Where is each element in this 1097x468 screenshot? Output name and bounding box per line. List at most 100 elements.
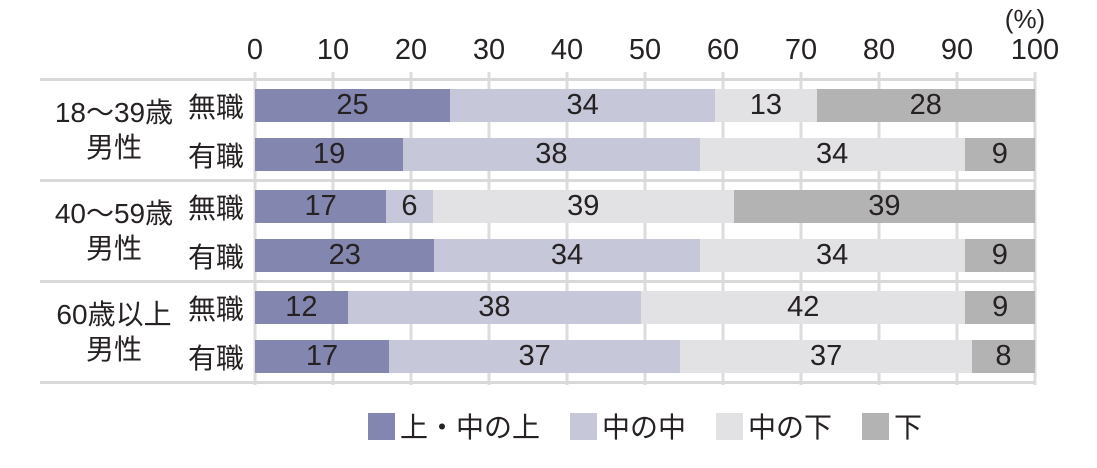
axis-tick-label: 100 — [1010, 34, 1060, 66]
bar-segment-value: 37 — [518, 340, 551, 372]
bar-segment: 34 — [699, 138, 965, 171]
axis-tick-label: 10 — [316, 34, 350, 66]
bar-segment-value: 17 — [304, 190, 337, 222]
group-label-line: 60歳以上 — [56, 299, 172, 330]
bar-segment: 19 — [255, 138, 404, 171]
legend-label: 中の中 — [601, 412, 686, 443]
legend-swatch — [716, 412, 743, 440]
bar-segment: 8 — [971, 340, 1035, 373]
bar-row-label: 有職 — [188, 342, 245, 374]
legend-swatch — [862, 412, 890, 440]
bar-segment: 34 — [434, 239, 700, 272]
bar-segment: 37 — [680, 340, 972, 373]
bar-segment: 12 — [255, 291, 348, 324]
bar-group: 60歳以上 男性 無職 12 38 42 9 有職 17 37 37 8 — [40, 280, 1035, 384]
bar-track: 23 34 34 9 — [255, 239, 1035, 272]
bar-segment-value: 38 — [478, 291, 511, 323]
bar-row-label: 有職 — [188, 140, 245, 172]
legend-item: 下 — [862, 406, 922, 446]
gridline — [331, 72, 335, 385]
group-label-line: 40〜59歳 — [54, 198, 174, 229]
bar-row-label: 無職 — [188, 192, 245, 224]
bar-segment-value: 28 — [909, 89, 942, 121]
bar-segment-value: 42 — [787, 291, 820, 323]
bar-segment-value: 9 — [991, 239, 1008, 271]
axis-tick-label: 30 — [472, 34, 506, 66]
legend-item: 上・中の上 — [367, 406, 540, 446]
bar-segment-value: 39 — [567, 190, 600, 222]
bar-segment: 38 — [347, 291, 642, 324]
bar-segment-value: 34 — [816, 239, 849, 271]
gridline — [955, 72, 959, 385]
bar-row-label: 有職 — [188, 241, 245, 273]
bar-segment-value: 38 — [535, 138, 568, 170]
legend-swatch — [367, 412, 395, 440]
bar-segment: 13 — [715, 89, 817, 122]
bar-row-label: 無職 — [188, 91, 245, 123]
bar-segment: 39 — [432, 190, 734, 223]
group-label: 40〜59歳 男性 — [40, 182, 188, 280]
bar-row: 無職 17 6 39 39 — [188, 182, 1035, 231]
bar-track: 19 38 34 9 — [255, 138, 1035, 171]
bar-track: 12 38 42 9 — [255, 291, 1035, 324]
group-rows: 無職 25 34 13 28 有職 19 38 34 9 — [188, 81, 1035, 179]
bar-row: 有職 23 34 34 9 — [188, 231, 1035, 280]
axis-ticks: 0 10 20 30 40 50 60 70 80 90 100 — [247, 30, 1059, 70]
group-label: 18〜39歳 男性 — [40, 81, 188, 179]
bar-segment: 9 — [964, 138, 1035, 171]
bar-segment: 34 — [450, 89, 716, 122]
gridline — [409, 72, 413, 385]
bar-group: 40〜59歳 男性 無職 17 6 39 39 有職 23 34 34 9 — [40, 179, 1035, 280]
bar-segment-value: 12 — [285, 291, 318, 323]
bar-segment: 9 — [965, 291, 1035, 324]
bar-segment: 42 — [641, 291, 966, 324]
axis-tick-label: 80 — [862, 34, 896, 66]
bar-track: 25 34 13 28 — [255, 89, 1035, 122]
gridline — [721, 72, 725, 385]
gridlines — [253, 72, 1037, 385]
axis-tick-label: 50 — [628, 34, 662, 66]
bar-segment: 6 — [386, 190, 433, 223]
bar-groups: 18〜39歳 男性 無職 25 34 13 28 有職 19 38 34 9 40〜59歳 男性 無職 17 6… — [40, 78, 1035, 384]
bar-segment-value: 34 — [566, 89, 599, 121]
axis-unit-label: (%) — [1004, 4, 1046, 34]
bar-segment-value: 39 — [868, 190, 901, 222]
gridline — [877, 72, 881, 385]
bar-segment-value: 9 — [991, 138, 1008, 170]
gridline — [253, 72, 257, 385]
bar-row: 無職 25 34 13 28 — [188, 81, 1035, 130]
axis-tick-label: 0 — [246, 34, 264, 66]
legend-swatch — [569, 412, 597, 440]
bar-segment-value: 34 — [550, 239, 584, 271]
legend-item: 中の中 — [569, 406, 686, 446]
bar-row: 有職 17 37 37 8 — [188, 332, 1035, 381]
axis-tick-label: 70 — [784, 34, 818, 66]
bar-segment: 39 — [733, 190, 1035, 223]
axis-tick-label: 90 — [940, 34, 974, 66]
bar-segment-value: 13 — [749, 89, 783, 121]
legend-label: 上・中の上 — [399, 412, 540, 443]
axis-tick-label: 60 — [706, 34, 740, 66]
bar-row: 有職 19 38 34 9 — [188, 130, 1035, 179]
legend-item: 中の下 — [716, 406, 832, 446]
group-label-line: 男性 — [85, 132, 142, 163]
bar-segment: 9 — [964, 239, 1035, 272]
gridline — [1033, 72, 1037, 385]
gridline — [487, 72, 491, 385]
bar-segment: 28 — [816, 89, 1035, 122]
bar-segment-value: 34 — [816, 138, 849, 170]
bar-track: 17 37 37 8 — [255, 340, 1035, 373]
gridline — [799, 72, 803, 385]
bar-row-label: 無職 — [188, 293, 245, 325]
axis-tick-label: 20 — [394, 34, 428, 66]
bar-segment-value: 17 — [305, 340, 339, 372]
group-label-line: 男性 — [85, 233, 142, 264]
bar-segment-value: 9 — [992, 291, 1009, 323]
axis-tick-label: 40 — [550, 34, 584, 66]
bar-segment: 25 — [255, 89, 450, 122]
gridline — [643, 72, 647, 385]
bar-segment: 37 — [388, 340, 681, 373]
bar-segment: 38 — [403, 138, 700, 171]
bar-segment: 34 — [699, 239, 965, 272]
